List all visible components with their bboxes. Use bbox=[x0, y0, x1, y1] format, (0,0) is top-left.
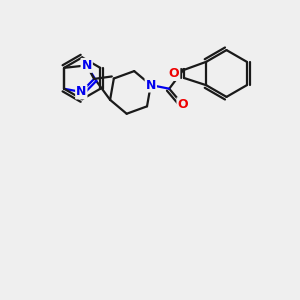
Text: O: O bbox=[177, 98, 188, 111]
Text: N: N bbox=[146, 79, 156, 92]
Text: N: N bbox=[82, 59, 92, 72]
Text: O: O bbox=[169, 67, 179, 80]
Text: N: N bbox=[76, 85, 86, 98]
